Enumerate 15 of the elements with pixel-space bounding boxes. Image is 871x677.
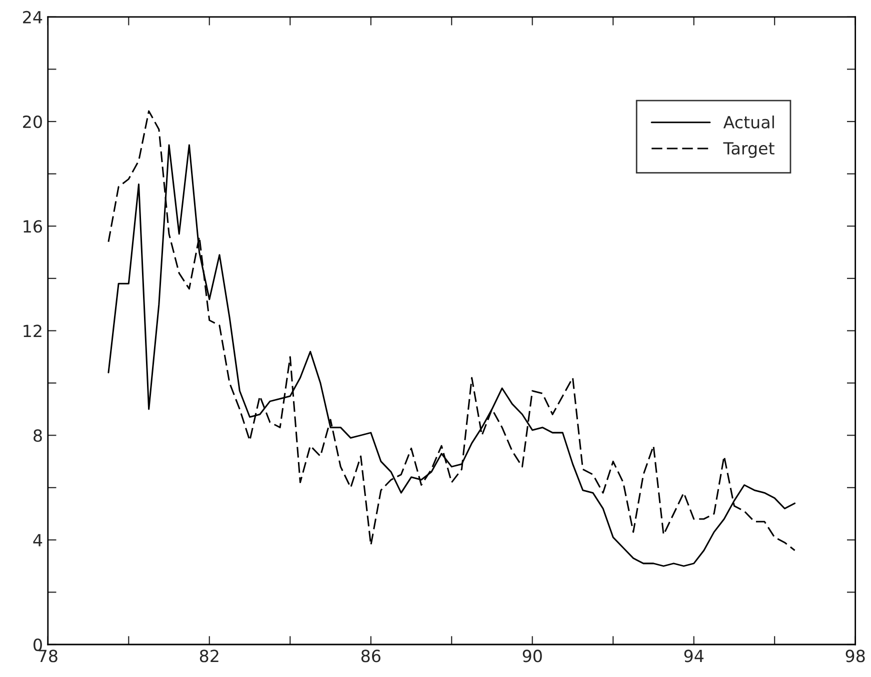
legend-label: Target xyxy=(723,142,774,158)
x-tick-label: 82 xyxy=(200,650,218,662)
y-tick-label: 16 xyxy=(24,220,42,233)
x-tick-label: 78 xyxy=(38,650,58,662)
y-tick-label: 4 xyxy=(33,534,42,546)
y-tick-label: 24 xyxy=(23,10,42,24)
x-tick-label: 98 xyxy=(846,650,865,662)
legend-label: Actual xyxy=(723,116,774,128)
x-tick-label: 94 xyxy=(684,650,704,662)
y-tick-label: 8 xyxy=(34,429,42,442)
y-tick-label: 20 xyxy=(23,115,42,128)
y-tick-label: 12 xyxy=(24,324,42,338)
y-tick-label: 0 xyxy=(34,638,42,652)
x-tick-label: 86 xyxy=(361,650,380,662)
x-tick-label: 90 xyxy=(522,650,542,662)
